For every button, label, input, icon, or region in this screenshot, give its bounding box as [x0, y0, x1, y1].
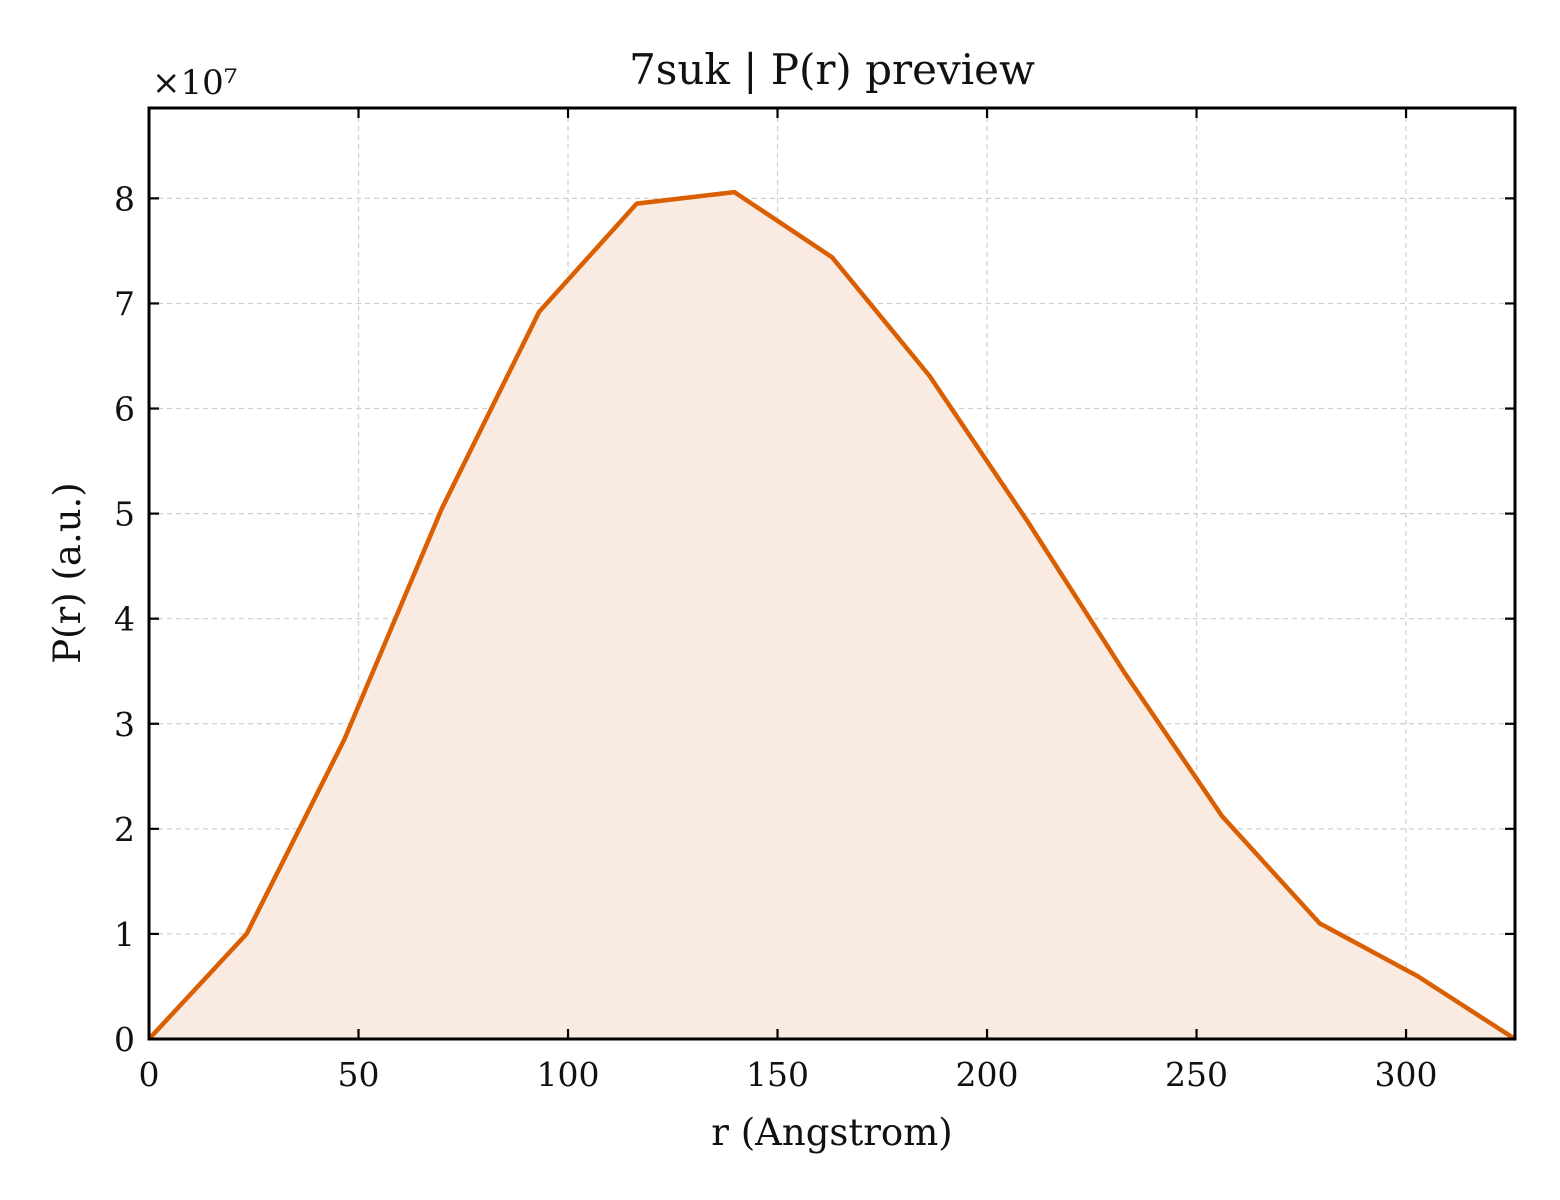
x-tick-label: 150 — [746, 1055, 809, 1094]
y-tick-label: 8 — [114, 179, 135, 218]
y-axis-label: P(r) (a.u.) — [46, 482, 89, 664]
y-tick-label: 4 — [114, 600, 135, 639]
x-tick-label: 50 — [338, 1055, 380, 1094]
chart-title: 7suk | P(r) preview — [629, 45, 1035, 94]
x-tick-label: 0 — [139, 1055, 160, 1094]
x-tick-label: 250 — [1165, 1055, 1228, 1094]
y-tick-label: 3 — [114, 705, 135, 744]
series-line — [147, 189, 1517, 1041]
tick-labels: 0 50 100 150 200 250 300 0 1 2 3 4 5 6 7 8 — [114, 179, 1438, 1094]
area-fill — [149, 192, 1515, 1040]
y-tick-label: 2 — [114, 810, 135, 849]
y-exponent-label: ×10⁷ — [152, 63, 237, 103]
y-tick-label: 1 — [114, 915, 135, 954]
y-tick-label: 6 — [114, 390, 135, 429]
y-tick-label: 5 — [114, 495, 135, 534]
x-tick-label: 300 — [1375, 1055, 1438, 1094]
x-axis-label: r (Angstrom) — [711, 1111, 952, 1154]
y-tick-label: 7 — [114, 284, 135, 323]
x-tick-label: 100 — [537, 1055, 600, 1094]
plot-frame — [147, 106, 1517, 1041]
x-tick-label: 200 — [956, 1055, 1019, 1094]
y-tick-label: 0 — [114, 1020, 135, 1059]
